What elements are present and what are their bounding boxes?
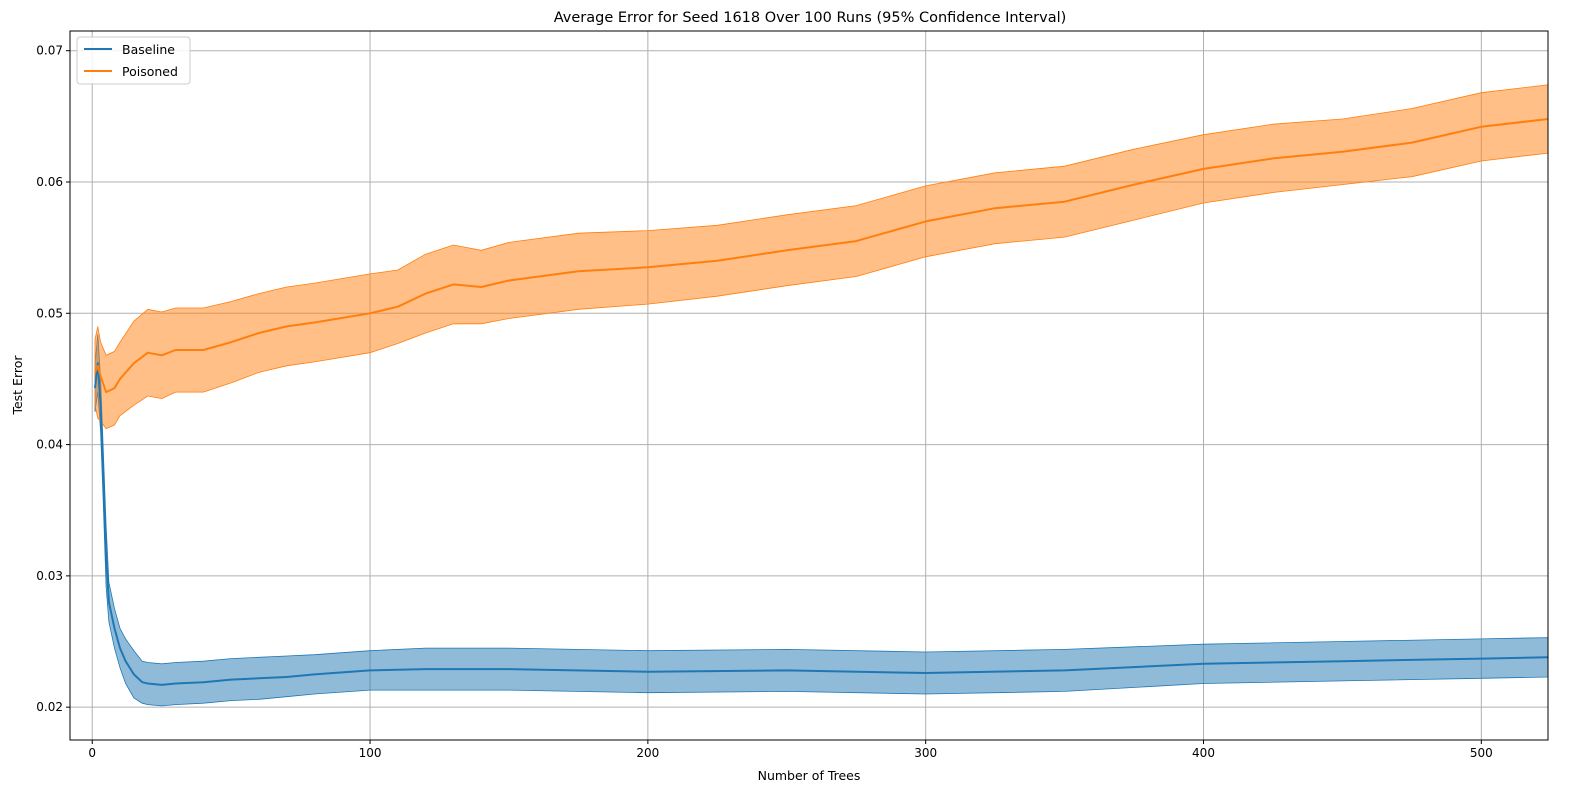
plot-frame <box>69 30 1549 741</box>
y-axis-label: Test Error <box>10 355 25 416</box>
y-axis-ticks: 0.02 0.03 0.04 0.05 0.06 0.07 <box>36 44 70 714</box>
x-tick-label: 100 <box>359 746 382 760</box>
x-tick-label: 400 <box>1192 746 1215 760</box>
x-axis-label: Number of Trees <box>758 768 861 783</box>
y-tick-label: 0.05 <box>36 306 63 320</box>
legend: Baseline Poisoned <box>76 36 191 85</box>
x-axis-ticks: 0 100 200 300 400 500 <box>88 740 1493 760</box>
poisoned-line <box>94 118 1549 394</box>
baseline-line <box>94 362 1549 686</box>
x-tick-label: 0 <box>88 746 96 760</box>
y-tick-label: 0.07 <box>36 44 63 58</box>
y-tick-label: 0.03 <box>36 569 63 583</box>
x-tick-label: 300 <box>914 746 937 760</box>
x-tick-label: 500 <box>1470 746 1493 760</box>
series-lines <box>94 118 1549 686</box>
x-tick-label: 200 <box>636 746 659 760</box>
y-tick-label: 0.06 <box>36 175 63 189</box>
y-tick-label: 0.02 <box>36 700 63 714</box>
chart-title: Average Error for Seed 1618 Over 100 Run… <box>554 10 1067 26</box>
y-tick-label: 0.04 <box>36 438 63 452</box>
legend-label-baseline: Baseline <box>122 42 175 57</box>
legend-label-poisoned: Poisoned <box>122 64 178 79</box>
